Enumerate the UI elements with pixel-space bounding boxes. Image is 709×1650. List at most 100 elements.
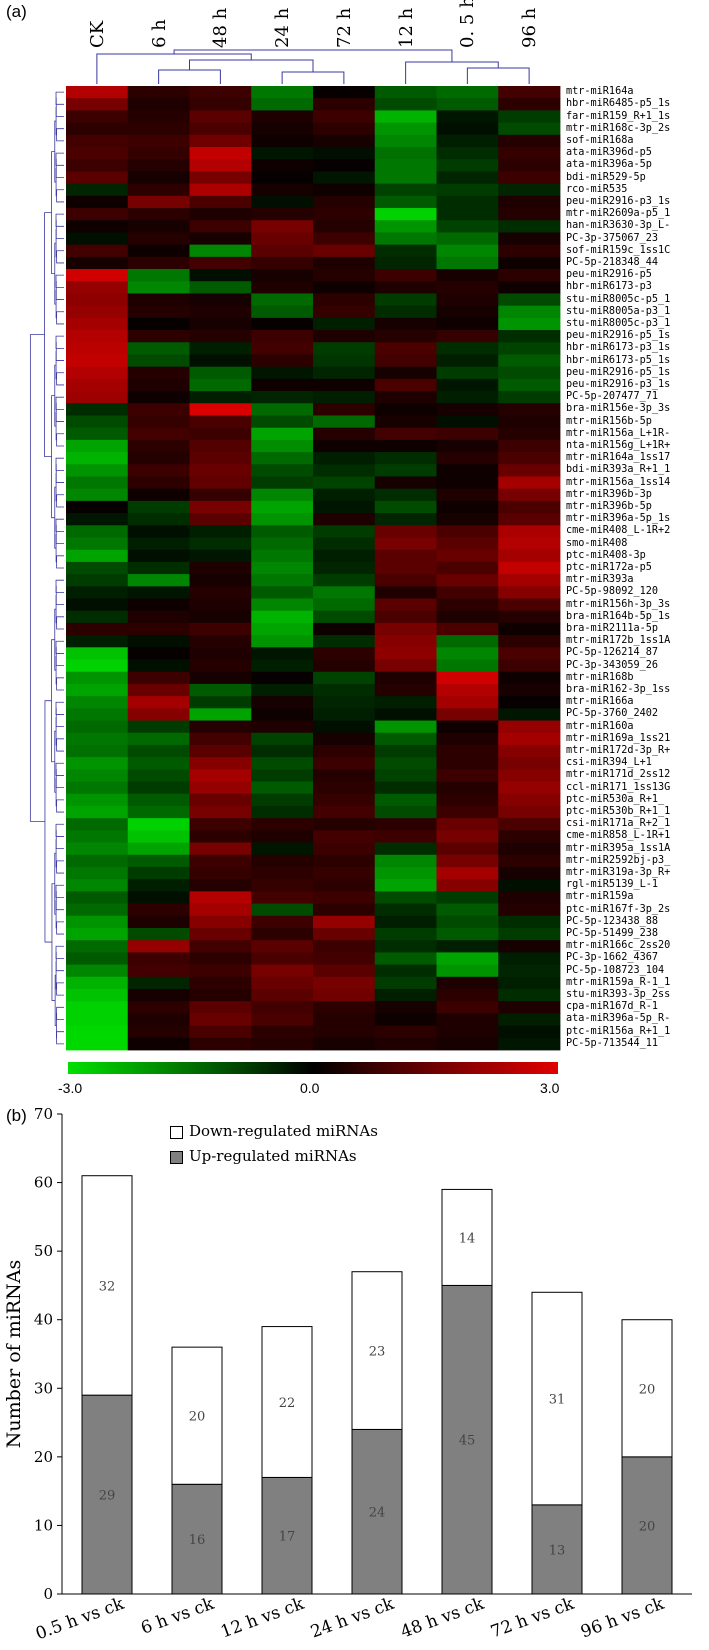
heatmap-cell [251,342,314,355]
heatmap-cell [436,476,499,490]
heatmap-cell [66,622,129,636]
heatmap-cell [313,866,376,880]
heatmap-cell [251,391,314,404]
heatmap-row-label: ccl-miR171_1ss13G [566,781,671,793]
heatmap-cell [189,635,252,648]
heatmap-cell [189,110,252,124]
heatmap-cell [127,244,190,258]
heatmap-row-label: mtr-miR164a [566,86,634,98]
heatmap-cell [127,378,190,392]
heatmap-cell [251,147,314,160]
heatmap-cell [498,818,561,831]
heatmap-cell [127,574,190,587]
heatmap-cell [251,293,314,307]
heatmap-cell [251,671,314,685]
heatmap-cell [313,122,376,136]
heatmap-cell [374,659,437,673]
heatmap-cell [189,915,252,929]
heatmap-cell [189,610,252,624]
heatmap-cell [127,122,190,136]
heatmap-cell [498,793,561,807]
heatmap-row-label: mtr-miR168c-3p_2s [566,122,671,134]
bar-value-label-down: 23 [369,1345,386,1360]
heatmap-cell [66,866,129,880]
heatmap-cell [251,952,314,965]
heatmap-cell [313,903,376,917]
heatmap-cell [313,317,376,331]
heatmap-cell [374,159,437,172]
heatmap-cell [436,415,499,429]
heatmap-cell [251,488,314,502]
heatmap-cell [313,988,376,1002]
heatmap-cell [189,159,252,172]
heatmap-row-label: sof-miR159c_1ss1C [566,244,671,256]
heatmap-cell [498,256,561,270]
heatmap-cell [127,1013,190,1026]
heatmap-cell [498,769,561,782]
heatmap-cell [189,659,252,673]
heatmap-cell [189,757,252,770]
heatmap-cell [189,147,252,160]
heatmap-cell [374,696,437,709]
heatmap-cell [313,464,376,477]
heatmap-cell [127,805,190,819]
heatmap-row-label: hbr-miR6173-p5_1s [566,354,671,366]
heatmap-cell [251,86,314,99]
heatmap-cell [436,720,499,734]
heatmap-cell [436,927,499,941]
heatmap-cell [66,964,129,978]
heatmap-cell [498,842,561,856]
heatmap-cell [313,781,376,795]
heatmap-cell [436,574,499,587]
row-dendrogram [29,91,64,1045]
heatmap-row-label: ptc-miR530a_R+1_ [566,793,665,805]
heatmap-cell [127,281,190,294]
bar-value-label-down: 20 [639,1382,656,1397]
heatmap-cell [251,122,314,136]
heatmap-cell [189,378,252,392]
heatmap-cell [189,1037,252,1051]
heatmap-cell [251,927,314,941]
heatmap-row-label: bra-miR164b-5p_1s [566,610,671,622]
heatmap-cell [189,537,252,551]
heatmap-row-label: ptc-miR408-3p [566,549,646,561]
heatmap-cell [189,134,252,148]
heatmap-cell [313,659,376,673]
heatmap-cell [251,195,314,209]
heatmap-row-label: PC-5p-207477_71 [566,391,659,403]
heatmap-cell [313,378,376,392]
heatmap-cell [127,610,190,624]
heatmap-cell [127,683,190,697]
heatmap-row-label: mtr-miR172d-3p_R+ [566,745,671,757]
heatmap-cell [313,281,376,294]
heatmap-cell [127,342,190,355]
heatmap-cell [498,1013,561,1026]
heatmap-cell [66,366,129,380]
heatmap-cell [127,147,190,160]
heatmap-cell [251,1013,314,1026]
heatmap-cell [189,549,252,563]
heatmap-cell [374,964,437,978]
heatmap-cell [313,403,376,416]
heatmap-cell [251,354,314,368]
heatmap-cell [189,696,252,709]
heatmap-cell [251,708,314,721]
bar-value-label-down: 22 [279,1396,296,1411]
heatmap-cell [189,952,252,965]
heatmap-cell [374,220,437,233]
heatmap-cell [127,195,190,209]
heatmap-cell [436,818,499,831]
heatmap-cell [66,86,129,99]
heatmap-cell [498,1025,561,1039]
heatmap-cell [436,1037,499,1051]
heatmap-cell [251,269,314,282]
heatmap-cell [498,988,561,1002]
x-category-label: 96 h vs ck [578,1594,667,1643]
heatmap-cell [66,500,129,514]
heatmap-row-label: PC-5p-3760_2402 [566,708,659,720]
heatmap-cell [127,415,190,429]
heatmap-cell [66,256,129,270]
color-scale-min-label: -3.0 [58,1080,83,1096]
heatmap-cell [66,1025,129,1039]
heatmap-cell [436,159,499,172]
